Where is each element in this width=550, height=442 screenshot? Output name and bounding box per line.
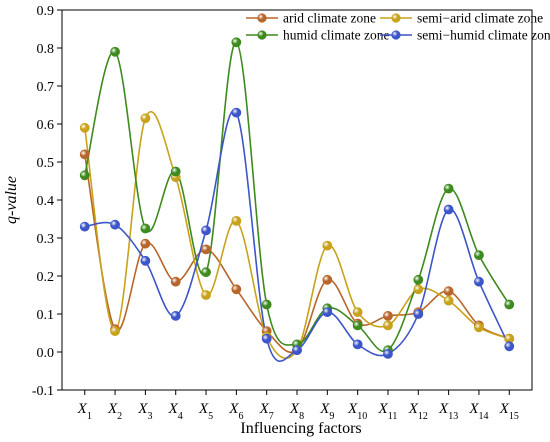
x-tick-label: X6 (228, 401, 243, 422)
y-tick-label: -0.1 (32, 384, 54, 399)
x-tick-label: X11 (378, 401, 398, 422)
y-tick-label: 0.9 (37, 4, 55, 19)
y-tick-label: 0.1 (37, 308, 55, 323)
x-tick-label: X5 (198, 401, 213, 422)
data-point (413, 274, 424, 285)
legend-item: semi−humid climate zone (380, 28, 550, 43)
data-point (170, 276, 181, 287)
legend-swatch-marker (391, 13, 401, 23)
data-point (504, 299, 515, 310)
legend-label: semi−arid climate zone (417, 11, 543, 26)
plot-frame (61, 9, 533, 391)
legend-label: semi−humid climate zone (417, 28, 550, 43)
series-lines (83, 41, 510, 362)
y-tick-label: 0.6 (37, 118, 55, 133)
x-tick-label: X9 (319, 401, 334, 422)
legend-item: semi−arid climate zone (380, 11, 543, 26)
x-tick-label: X3 (137, 401, 152, 422)
legend-label: arid climate zone (283, 11, 376, 26)
data-point (474, 276, 484, 287)
data-point (201, 244, 211, 255)
data-point (231, 107, 242, 118)
legend-item: arid climate zone (246, 11, 376, 26)
data-point (413, 309, 424, 319)
x-tick-label: X14 (468, 401, 488, 422)
data-point (79, 221, 90, 232)
data-point (231, 284, 242, 295)
data-point (322, 274, 333, 285)
data-point (110, 46, 120, 57)
y-tick-label: 0.3 (37, 232, 55, 247)
y-tick-label: 0.5 (37, 156, 55, 171)
x-tick-label: X4 (168, 401, 183, 422)
data-point (140, 255, 151, 266)
legend-swatch-marker (391, 30, 401, 40)
legend-swatch-marker (257, 30, 267, 40)
data-point (383, 320, 393, 331)
legend: arid climate zone semi−arid climate zone h… (246, 11, 550, 43)
y-tick-label: 0.0 (37, 346, 55, 361)
data-point (352, 320, 363, 331)
data-point (140, 238, 151, 249)
data-point (322, 240, 333, 251)
x-axis-title: Influencing factors (240, 420, 361, 437)
x-tick-label: X10 (347, 401, 367, 422)
data-point (110, 219, 120, 230)
x-tick-label: X7 (259, 401, 274, 422)
y-tick-label: 0.4 (37, 194, 55, 209)
data-point (79, 122, 90, 133)
data-point (231, 215, 242, 226)
data-point (474, 322, 484, 333)
data-point (201, 267, 211, 278)
data-point (443, 204, 454, 215)
data-point (79, 170, 90, 181)
x-tick-label: X1 (77, 401, 92, 422)
legend-label: humid climate zone (283, 28, 389, 43)
data-point (383, 310, 393, 321)
series-points (79, 37, 515, 359)
y-tick-label: 0.7 (37, 80, 55, 95)
legend-swatch-marker (257, 13, 267, 23)
data-point (170, 166, 181, 177)
data-point (352, 307, 363, 317)
x-tick-label: X2 (107, 401, 122, 422)
legend-item: humid climate zone (246, 28, 389, 43)
series-line (83, 41, 510, 353)
data-point (413, 284, 424, 295)
data-point (261, 333, 272, 344)
data-point (322, 307, 333, 317)
data-point (110, 326, 120, 336)
data-point (443, 295, 454, 306)
data-point (170, 310, 181, 321)
data-point (140, 113, 151, 124)
series-line (83, 110, 510, 360)
x-tick-label: X15 (499, 401, 519, 422)
x-tick-label: X13 (438, 401, 458, 422)
x-tick-label: X8 (289, 401, 304, 422)
data-point (231, 37, 242, 48)
data-point (79, 149, 90, 160)
x-tick-label: X12 (408, 401, 428, 422)
series-line (84, 109, 510, 362)
data-point (474, 250, 484, 260)
data-point (383, 348, 393, 359)
data-point (140, 223, 151, 234)
data-point (201, 225, 211, 236)
data-point (443, 183, 454, 194)
data-point (201, 290, 211, 300)
y-axis-title: q-value (3, 176, 20, 224)
chart-axes: -0.1 0.0 0.1 0.2 0.3 0.4 0.5 0.6 0.7 0.8 0.9 X1 X2 X3… (32, 4, 533, 422)
data-point (292, 345, 302, 355)
data-point (443, 286, 454, 297)
data-point (504, 341, 515, 352)
data-point (261, 299, 272, 310)
series-line (83, 154, 510, 353)
y-tick-label: 0.8 (37, 42, 55, 57)
data-point (352, 339, 363, 350)
y-tick-label: 0.2 (37, 270, 55, 285)
